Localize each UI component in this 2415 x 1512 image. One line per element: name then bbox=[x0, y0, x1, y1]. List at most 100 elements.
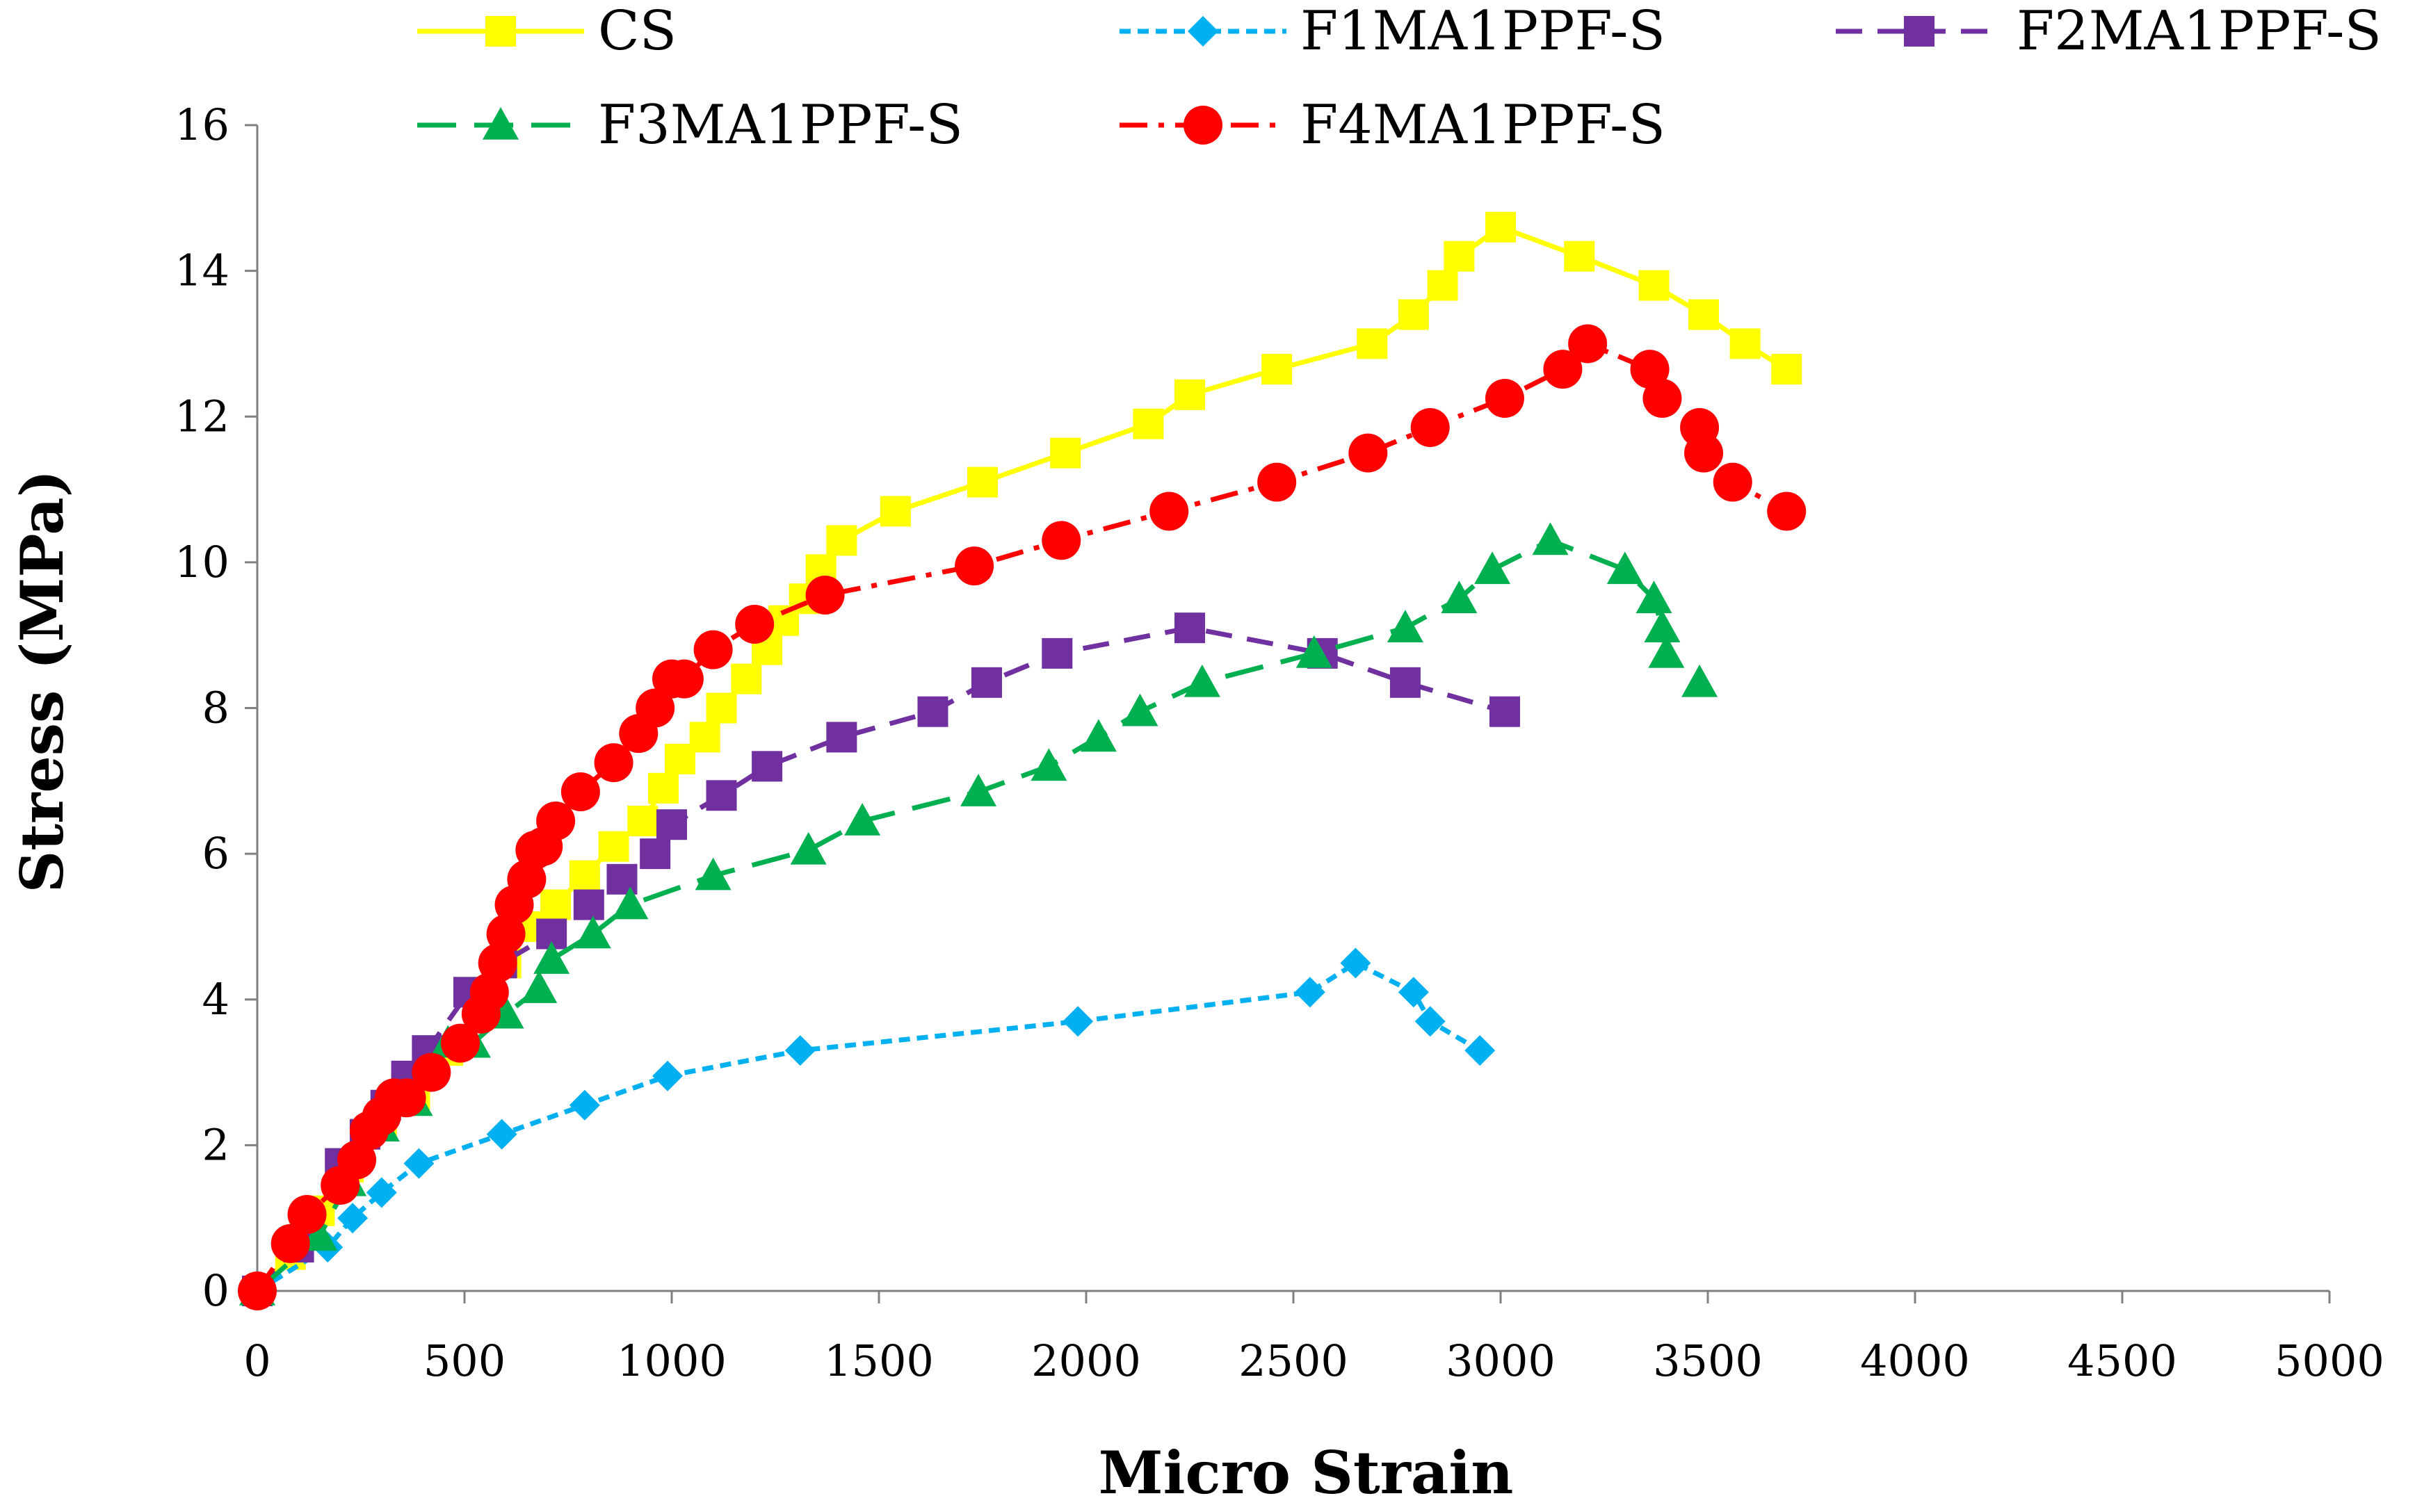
data-point bbox=[1767, 491, 1807, 531]
data-point bbox=[752, 751, 783, 782]
y-axis-ticks: 0 2 4 6 8 10 12 14 16 bbox=[175, 99, 257, 1316]
data-point bbox=[1771, 354, 1802, 385]
data-point bbox=[640, 838, 671, 870]
data-point bbox=[664, 659, 704, 699]
legend-item: F3MA1PPF-S bbox=[417, 94, 963, 156]
data-point bbox=[1295, 635, 1332, 668]
x-axis-ticks: 0 500 1000 1500 2000 2500 3000 3500 4000 4500 5000 bbox=[243, 1291, 2384, 1386]
series-line bbox=[255, 625, 1505, 1293]
legend-swatch-marker bbox=[1904, 16, 1935, 47]
data-point bbox=[1080, 719, 1117, 752]
legend-item: F4MA1PPF-S bbox=[1120, 94, 1665, 156]
x-tick-label: 5000 bbox=[2275, 1335, 2384, 1386]
data-point bbox=[805, 576, 845, 615]
data-point bbox=[652, 1060, 684, 1091]
data-point bbox=[844, 802, 881, 836]
y-tick-label: 0 bbox=[202, 1265, 229, 1316]
data-point bbox=[533, 941, 570, 974]
data-point bbox=[1174, 379, 1205, 410]
y-tick-label: 4 bbox=[202, 974, 229, 1025]
data-point bbox=[1348, 433, 1388, 473]
data-point bbox=[693, 630, 733, 669]
data-point bbox=[1606, 551, 1643, 585]
data-point bbox=[967, 466, 998, 498]
data-point bbox=[1398, 977, 1429, 1008]
data-point bbox=[695, 857, 732, 891]
data-point bbox=[1681, 664, 1718, 697]
data-point bbox=[536, 801, 576, 840]
series-f4ma1ppf-s bbox=[238, 324, 1807, 1310]
data-point bbox=[1042, 637, 1073, 669]
data-point bbox=[1532, 522, 1569, 555]
data-point bbox=[1414, 1006, 1446, 1037]
data-point bbox=[1648, 635, 1685, 668]
y-tick-label: 12 bbox=[175, 391, 229, 441]
data-point bbox=[1063, 1006, 1094, 1037]
data-point bbox=[955, 546, 994, 586]
data-point bbox=[1357, 328, 1388, 359]
y-tick-label: 6 bbox=[202, 828, 229, 879]
legend-item: F2MA1PPF-S bbox=[1836, 0, 2382, 63]
data-point bbox=[784, 1035, 816, 1066]
data-point bbox=[1464, 1035, 1496, 1066]
data-point bbox=[1474, 551, 1511, 585]
data-point bbox=[1684, 433, 1724, 473]
data-point bbox=[573, 889, 604, 920]
x-axis-title: Micro Strain bbox=[1099, 1438, 1514, 1507]
data-point bbox=[917, 696, 948, 727]
data-point bbox=[960, 774, 997, 806]
data-point bbox=[1427, 270, 1458, 301]
data-point bbox=[656, 809, 687, 840]
data-point bbox=[1122, 693, 1158, 726]
series-line bbox=[255, 537, 1702, 1293]
x-tick-label: 3000 bbox=[1446, 1335, 1556, 1386]
data-point bbox=[1485, 211, 1516, 243]
data-point bbox=[706, 692, 737, 724]
data-point bbox=[1398, 299, 1429, 330]
legend-item: CS bbox=[417, 0, 677, 63]
data-point bbox=[1031, 748, 1067, 781]
data-point bbox=[790, 831, 827, 865]
x-tick-label: 1000 bbox=[617, 1335, 727, 1386]
data-point bbox=[1050, 437, 1081, 469]
data-point bbox=[612, 886, 649, 920]
data-point bbox=[287, 1194, 327, 1234]
y-tick-label: 16 bbox=[175, 99, 229, 150]
data-point bbox=[301, 1218, 338, 1251]
data-point bbox=[731, 663, 762, 694]
data-point bbox=[598, 831, 629, 862]
x-tick-label: 500 bbox=[423, 1335, 506, 1386]
series-f3ma1ppf-s bbox=[239, 522, 1718, 1306]
series-line bbox=[256, 960, 1481, 1293]
data-point bbox=[574, 916, 611, 949]
data-point bbox=[478, 943, 517, 983]
data-point bbox=[1294, 977, 1325, 1008]
legend-item: F1MA1PPF-S bbox=[1120, 0, 1665, 63]
data-point bbox=[1635, 580, 1672, 614]
data-point bbox=[689, 722, 720, 753]
data-point bbox=[507, 859, 547, 899]
data-point bbox=[1257, 462, 1297, 502]
legend-label: F4MA1PPF-S bbox=[1300, 94, 1665, 156]
data-point bbox=[270, 1224, 310, 1263]
data-point bbox=[1042, 521, 1081, 560]
data-point bbox=[706, 780, 737, 811]
legend-label: F1MA1PPF-S bbox=[1300, 0, 1665, 63]
x-tick-label: 2500 bbox=[1238, 1335, 1348, 1386]
data-point bbox=[486, 914, 526, 954]
data-point bbox=[337, 1140, 377, 1180]
data-point bbox=[971, 667, 1002, 698]
legend: CS F1MA1PPF-S F2MA1PPF-S F3MA1PPF-S F4MA1PPF… bbox=[417, 0, 2382, 156]
data-point bbox=[469, 973, 509, 1012]
data-point bbox=[648, 772, 679, 804]
x-tick-label: 2000 bbox=[1031, 1335, 1141, 1386]
legend-label: CS bbox=[598, 0, 677, 63]
data-point bbox=[1387, 610, 1423, 643]
data-point bbox=[1564, 241, 1595, 272]
data-point bbox=[1444, 241, 1475, 272]
series-line bbox=[255, 341, 1788, 1293]
data-point bbox=[1568, 324, 1608, 364]
data-point bbox=[569, 1089, 600, 1121]
data-point bbox=[1688, 299, 1720, 330]
